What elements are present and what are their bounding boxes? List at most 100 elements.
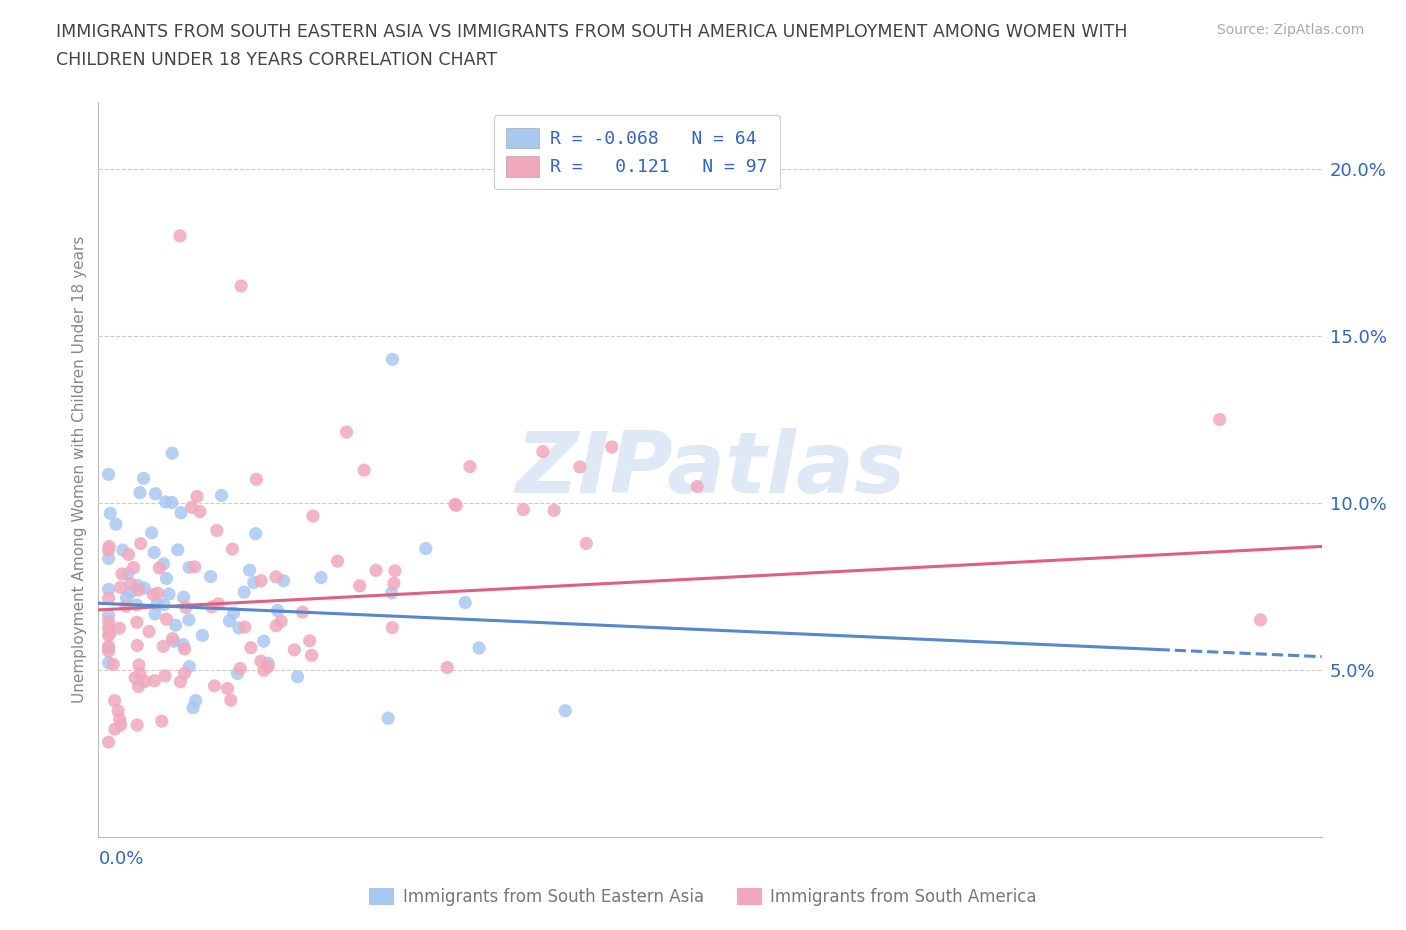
Point <box>173 642 195 657</box>
Text: Source: ZipAtlas.com: Source: ZipAtlas.com <box>1216 23 1364 37</box>
Point <box>283 643 305 658</box>
Point <box>104 517 127 532</box>
Point <box>129 537 152 551</box>
Point <box>253 634 276 649</box>
Point <box>217 681 239 696</box>
Point <box>132 471 155 485</box>
Point <box>239 640 262 655</box>
Point <box>291 604 314 619</box>
Text: ZIPatlas: ZIPatlas <box>515 428 905 512</box>
Point <box>97 608 120 623</box>
Point <box>233 585 256 600</box>
Point <box>120 577 142 591</box>
Point <box>454 595 477 610</box>
Point <box>124 671 146 685</box>
Point <box>120 585 142 600</box>
Point <box>205 523 228 538</box>
Point <box>221 541 243 556</box>
Point <box>180 500 202 515</box>
Point <box>127 718 149 733</box>
Point <box>575 536 598 551</box>
Point <box>97 644 120 658</box>
Point <box>155 612 177 627</box>
Point <box>207 596 229 611</box>
Point <box>191 628 214 643</box>
Point <box>177 612 200 627</box>
Point <box>301 648 323 663</box>
Point <box>97 639 120 654</box>
Point <box>152 556 174 571</box>
Point <box>143 673 166 688</box>
Point <box>138 624 160 639</box>
Point <box>381 620 404 635</box>
Point <box>134 674 156 689</box>
Point <box>129 485 152 500</box>
Point <box>143 606 166 621</box>
Point <box>127 638 149 653</box>
Point <box>98 539 121 554</box>
Point <box>160 445 183 460</box>
Legend: Immigrants from South Eastern Asia, Immigrants from South America: Immigrants from South Eastern Asia, Immi… <box>363 881 1043 912</box>
Point <box>543 503 565 518</box>
Point <box>186 489 208 504</box>
Point <box>287 670 309 684</box>
Point <box>335 425 357 440</box>
Point <box>97 640 120 655</box>
Legend: R = -0.068   N = 64, R =   0.121   N = 97: R = -0.068 N = 64, R = 0.121 N = 97 <box>494 115 780 189</box>
Point <box>165 618 187 632</box>
Point <box>222 605 245 620</box>
Point <box>1209 412 1232 427</box>
Y-axis label: Unemployment Among Women with Children Under 18 years: Unemployment Among Women with Children U… <box>72 236 87 703</box>
Point <box>218 614 240 629</box>
Point <box>97 614 120 629</box>
Point <box>169 229 191 244</box>
Point <box>146 597 169 612</box>
Text: CHILDREN UNDER 18 YEARS CORRELATION CHART: CHILDREN UNDER 18 YEARS CORRELATION CHAR… <box>56 51 498 69</box>
Point <box>188 504 211 519</box>
Point <box>377 711 399 725</box>
Point <box>117 566 139 581</box>
Point <box>444 497 467 512</box>
Point <box>512 502 534 517</box>
Point <box>172 590 194 604</box>
Point <box>97 582 120 597</box>
Point <box>142 587 165 602</box>
Point <box>97 591 120 605</box>
Point <box>111 566 134 581</box>
Point <box>446 498 468 512</box>
Point <box>115 591 138 605</box>
Point <box>173 666 195 681</box>
Point <box>97 551 120 566</box>
Point <box>266 603 288 618</box>
Point <box>111 542 134 557</box>
Point <box>228 620 250 635</box>
Point <box>353 463 375 478</box>
Text: IMMIGRANTS FROM SOUTH EASTERN ASIA VS IMMIGRANTS FROM SOUTH AMERICA UNEMPLOYMENT: IMMIGRANTS FROM SOUTH EASTERN ASIA VS IM… <box>56 23 1128 41</box>
Point <box>568 459 591 474</box>
Point <box>184 693 207 708</box>
Point <box>257 656 280 671</box>
Point <box>382 576 405 591</box>
Point <box>349 578 371 593</box>
Point <box>531 444 554 458</box>
Point <box>302 509 325 524</box>
Point <box>229 661 252 676</box>
Point <box>162 634 184 649</box>
Point <box>143 545 166 560</box>
Point <box>150 713 173 728</box>
Point <box>458 459 481 474</box>
Point <box>97 621 120 636</box>
Point <box>122 560 145 575</box>
Point <box>257 659 280 674</box>
Point <box>264 618 287 633</box>
Point <box>169 674 191 689</box>
Point <box>239 563 262 578</box>
Point <box>125 615 148 630</box>
Point <box>115 599 138 614</box>
Point <box>128 583 150 598</box>
Point <box>148 561 170 576</box>
Point <box>177 560 200 575</box>
Point <box>200 569 222 584</box>
Point <box>145 486 167 501</box>
Point <box>415 541 437 556</box>
